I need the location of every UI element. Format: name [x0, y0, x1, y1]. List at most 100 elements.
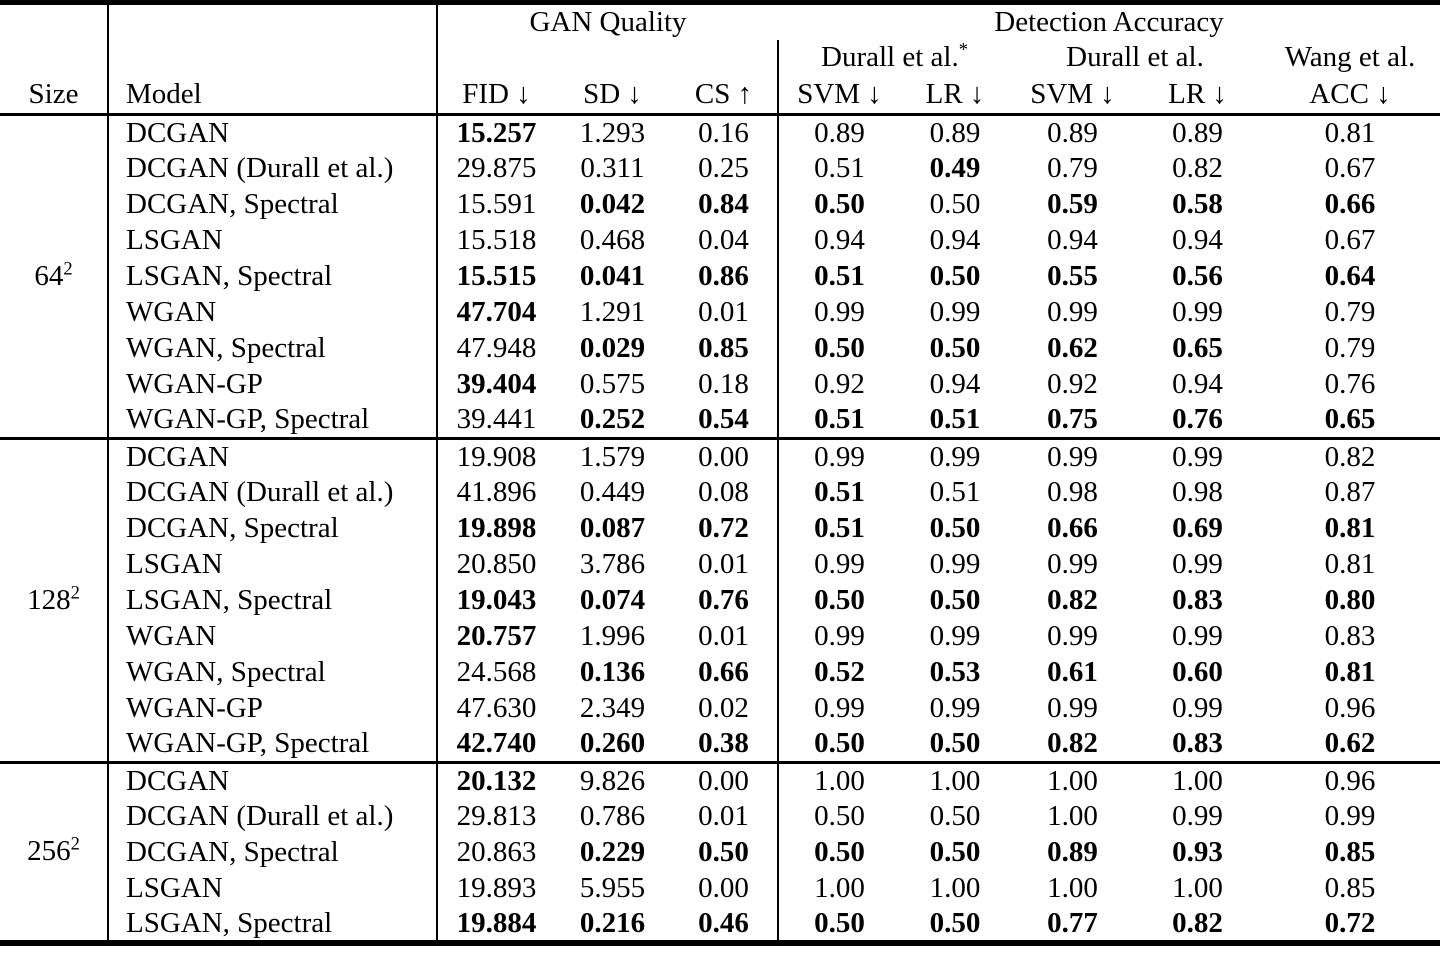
metric-value: 0.786	[579, 800, 646, 832]
metric-value: 0.00	[698, 872, 749, 904]
table-row: LSGAN 20.850 3.786 0.01 0.99 0.99 0.99 0.99 0.81	[0, 546, 1440, 583]
metric-value: 0.029	[579, 332, 646, 364]
metric-value: 20.132	[436, 761, 555, 799]
table-row: LSGAN, Spectral 19.884 0.216 0.46 0.50 0.50 0.…	[0, 906, 1440, 943]
metric-value: 0.72	[1324, 906, 1376, 939]
size-exponent: 2	[63, 258, 73, 280]
metric-value: 0.99	[929, 548, 981, 580]
metric-value: 0.99	[1324, 800, 1376, 832]
metric-value: 0.66	[1324, 188, 1376, 220]
metric-value: 0.216	[579, 906, 646, 939]
table-row: WGAN, Spectral 24.568 0.136 0.66 0.52 0.53 0.6…	[0, 654, 1440, 691]
metric-value: 0.99	[1172, 800, 1223, 832]
metric-value: 0.94	[929, 368, 981, 400]
metric-value: 0.98	[1047, 476, 1098, 508]
metric-value: 19.043	[436, 582, 555, 619]
metric-value: 0.49	[929, 152, 981, 184]
table-row: WGAN-GP 47.630 2.349 0.02 0.99 0.99 0.99 0.99 0.…	[0, 690, 1440, 727]
metric-value: 0.99	[1047, 620, 1098, 652]
metric-value: 0.81	[1324, 116, 1376, 149]
metric-value: 1.00	[1047, 800, 1098, 832]
metric-value: 0.67	[1324, 224, 1376, 256]
metric-value: 1.00	[777, 870, 901, 907]
metric-value: 0.50	[929, 512, 981, 544]
model-name: LSGAN, Spectral	[107, 906, 437, 943]
metric-value: 15.518	[436, 222, 555, 259]
metric-value: 0.99	[1047, 692, 1098, 724]
size-base: 256	[27, 835, 71, 868]
metric-value: 0.50	[777, 906, 901, 943]
metric-value: 0.87	[1324, 476, 1376, 508]
model-name: DCGAN, Spectral	[107, 510, 437, 547]
col-group-gan-quality: GAN Quality	[435, 2, 779, 40]
metric-value: 0.449	[579, 476, 646, 508]
metric-value: 0.85	[698, 332, 749, 364]
metric-value: 5.955	[579, 872, 646, 904]
metric-value: 1.00	[1172, 872, 1223, 904]
metric-value: 15.591	[436, 186, 555, 223]
metric-value: 0.99	[1172, 548, 1223, 580]
model-name: DCGAN (Durall et al.)	[107, 474, 437, 511]
metric-value: 0.65	[1324, 403, 1376, 436]
metric-value: 0.50	[777, 186, 901, 223]
metric-value: 1.00	[929, 872, 981, 904]
metric-value: 0.96	[1260, 761, 1440, 799]
metric-value: 0.92	[1047, 368, 1098, 400]
results-table: GAN Quality Detection Accuracy Durall et…	[0, 0, 1440, 946]
metric-value: 0.99	[900, 437, 1011, 475]
model-name: LSGAN, Spectral	[107, 582, 437, 619]
metric-value: 47.704	[436, 294, 555, 331]
size-exponent: 2	[70, 582, 80, 604]
metric-value: 0.75	[1047, 403, 1098, 436]
metric-value: 0.08	[698, 476, 749, 508]
metric-value: 0.311	[580, 152, 645, 184]
col-header-model: Model	[107, 75, 437, 116]
metric-value: 0.51	[777, 150, 901, 187]
metric-value: 0.229	[579, 836, 646, 868]
metric-value: 0.46	[698, 906, 749, 939]
size-label: 2562	[0, 761, 108, 943]
metric-value: 0.252	[579, 403, 646, 436]
table-row: DCGAN, Spectral 15.591 0.042 0.84 0.50 0.50 0.…	[0, 186, 1440, 223]
metric-value: 0.54	[698, 403, 749, 436]
metric-value: 0.58	[1172, 188, 1223, 220]
metric-value: 0.82	[1260, 437, 1440, 475]
metric-value: 39.404	[436, 366, 555, 403]
metric-value: 0.02	[698, 692, 749, 724]
model-name: LSGAN	[107, 870, 437, 907]
metric-value: 0.50	[929, 332, 981, 364]
metric-value: 0.85	[1324, 872, 1376, 904]
col-header-cs: CS ↑	[670, 75, 779, 116]
metric-value: 0.94	[929, 224, 981, 256]
col-header-sd: SD ↓	[555, 75, 670, 116]
metric-value: 9.826	[555, 761, 670, 799]
table-row: DCGAN, Spectral 20.863 0.229 0.50 0.50 0.50 0.…	[0, 834, 1440, 871]
metric-value: 20.850	[436, 546, 555, 583]
metric-value: 0.60	[1172, 656, 1223, 688]
metric-value: 0.99	[929, 620, 981, 652]
metric-value: 0.98	[1172, 476, 1223, 508]
metric-value: 0.00	[670, 437, 779, 475]
metric-value: 0.83	[1172, 584, 1223, 616]
method-group-durall: Durall et al.	[1066, 41, 1204, 73]
metric-value: 0.81	[1324, 656, 1376, 688]
model-name: WGAN	[107, 294, 437, 331]
metric-value: 0.50	[777, 330, 901, 367]
metric-value: 0.38	[698, 727, 749, 760]
metric-value: 2.349	[579, 692, 646, 724]
metric-value: 0.72	[698, 512, 749, 544]
metric-value: 0.01	[698, 800, 749, 832]
metric-value: 15.257	[436, 114, 555, 151]
metric-value: 15.515	[436, 258, 555, 295]
metric-value: 0.25	[698, 152, 749, 184]
metric-value: 0.94	[1172, 224, 1223, 256]
table-row: WGAN-GP, Spectral 42.740 0.260 0.38 0.50 0.50…	[0, 726, 1440, 763]
metric-value: 0.51	[777, 402, 901, 439]
table-row: 1282 DCGAN 19.908 1.579 0.00 0.99 0.99 0.99 0.99…	[0, 437, 1440, 763]
model-name: WGAN	[107, 618, 437, 655]
table-row: DCGAN (Durall et al.) 29.813 0.786 0.01 0.50…	[0, 798, 1440, 835]
metric-value: 0.136	[579, 656, 646, 688]
metric-value: 0.51	[777, 474, 901, 511]
model-name: LSGAN	[107, 546, 437, 583]
size-exponent: 2	[70, 833, 80, 855]
